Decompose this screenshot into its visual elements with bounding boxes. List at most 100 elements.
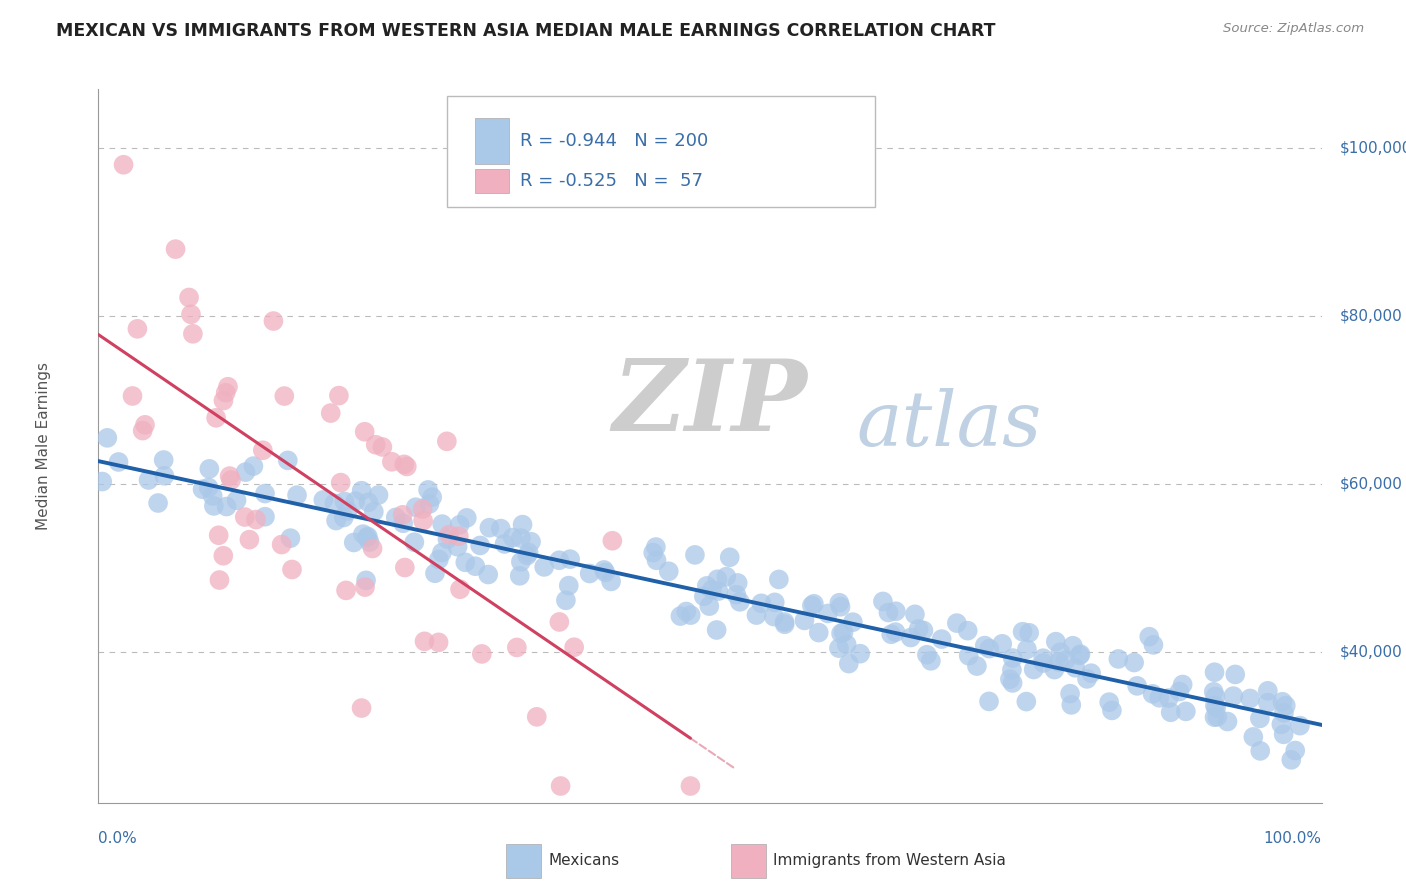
Point bbox=[1239, 691, 1261, 706]
Point bbox=[749, 596, 772, 610]
Point bbox=[177, 290, 200, 304]
Point bbox=[763, 595, 786, 609]
Point bbox=[877, 606, 900, 620]
Point bbox=[1015, 695, 1038, 709]
Point bbox=[218, 469, 240, 483]
Point bbox=[238, 533, 260, 547]
Point bbox=[1204, 665, 1226, 680]
Point bbox=[1271, 695, 1294, 709]
Point bbox=[217, 380, 239, 394]
Text: Mexicans: Mexicans bbox=[548, 854, 620, 868]
Point bbox=[277, 453, 299, 467]
Point bbox=[977, 694, 1000, 708]
Point bbox=[1149, 690, 1171, 705]
Point bbox=[335, 583, 357, 598]
Point bbox=[449, 517, 471, 532]
Point bbox=[1045, 634, 1067, 648]
Point bbox=[1171, 677, 1194, 691]
Point bbox=[180, 307, 202, 321]
Point bbox=[153, 468, 176, 483]
Point bbox=[509, 569, 531, 583]
Point bbox=[1168, 684, 1191, 698]
Point bbox=[1160, 706, 1182, 720]
Point bbox=[920, 654, 942, 668]
Point bbox=[973, 639, 995, 653]
Point bbox=[1204, 690, 1226, 704]
Point bbox=[165, 242, 187, 256]
Point bbox=[235, 465, 257, 479]
Point bbox=[1069, 648, 1091, 663]
Point bbox=[773, 617, 796, 632]
Point bbox=[332, 510, 354, 524]
Point bbox=[509, 555, 531, 569]
Point bbox=[1080, 666, 1102, 681]
Text: R = -0.525   N =  57: R = -0.525 N = 57 bbox=[520, 171, 703, 189]
Point bbox=[706, 623, 728, 637]
Point bbox=[832, 625, 855, 640]
Point bbox=[725, 588, 748, 602]
Point bbox=[208, 528, 231, 542]
Point bbox=[359, 535, 381, 549]
Point bbox=[548, 553, 571, 567]
Point bbox=[489, 522, 512, 536]
Point bbox=[1043, 663, 1066, 677]
Point bbox=[745, 608, 768, 623]
Point bbox=[152, 453, 174, 467]
Text: Median Male Earnings: Median Male Earnings bbox=[37, 362, 51, 530]
Point bbox=[1001, 676, 1024, 690]
Point bbox=[558, 579, 581, 593]
Point bbox=[727, 576, 749, 591]
Point bbox=[1249, 711, 1271, 725]
Text: $80,000: $80,000 bbox=[1340, 309, 1403, 324]
Point bbox=[212, 393, 235, 408]
Point bbox=[423, 566, 446, 581]
Point bbox=[394, 560, 416, 574]
Point bbox=[1069, 647, 1091, 661]
Point bbox=[706, 572, 728, 586]
Point bbox=[1047, 655, 1070, 669]
Point bbox=[904, 607, 927, 622]
Point bbox=[395, 459, 418, 474]
Point bbox=[768, 573, 790, 587]
Point bbox=[1049, 645, 1071, 659]
Point bbox=[1123, 656, 1146, 670]
Point bbox=[212, 549, 235, 563]
Point bbox=[1015, 642, 1038, 657]
Point bbox=[96, 431, 118, 445]
Text: $60,000: $60,000 bbox=[1340, 476, 1403, 491]
Point bbox=[1142, 638, 1164, 652]
Point bbox=[1022, 663, 1045, 677]
Point bbox=[312, 492, 335, 507]
Point bbox=[357, 529, 380, 543]
Point bbox=[430, 517, 453, 532]
Point bbox=[319, 406, 342, 420]
Point bbox=[817, 607, 839, 621]
Point bbox=[872, 594, 894, 608]
Point bbox=[828, 596, 851, 610]
Point bbox=[333, 494, 356, 508]
Point bbox=[215, 500, 238, 514]
Point bbox=[578, 566, 600, 581]
Point bbox=[773, 615, 796, 629]
Point bbox=[343, 535, 366, 549]
Point bbox=[354, 574, 377, 588]
Point bbox=[1076, 672, 1098, 686]
Point bbox=[1204, 698, 1226, 713]
Point bbox=[242, 459, 264, 474]
Point bbox=[1054, 653, 1077, 667]
Text: Source: ZipAtlas.com: Source: ZipAtlas.com bbox=[1223, 22, 1364, 36]
Point bbox=[830, 599, 852, 614]
Point bbox=[350, 701, 373, 715]
Point bbox=[728, 595, 751, 609]
Point bbox=[449, 582, 471, 597]
Point bbox=[134, 417, 156, 432]
Point bbox=[907, 622, 929, 636]
Point bbox=[669, 609, 692, 624]
Point bbox=[1060, 698, 1083, 712]
Point bbox=[707, 584, 730, 599]
Point bbox=[446, 540, 468, 554]
Point bbox=[600, 574, 623, 589]
Point bbox=[329, 475, 352, 490]
Point bbox=[526, 710, 548, 724]
Point bbox=[107, 455, 129, 469]
